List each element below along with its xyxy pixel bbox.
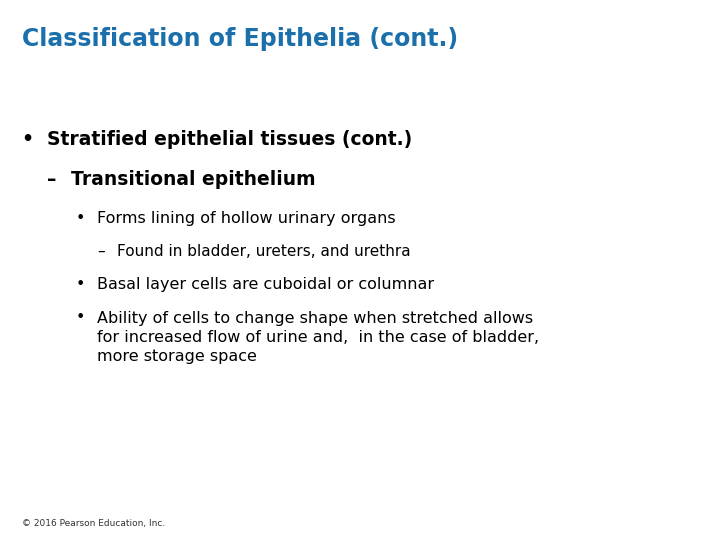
Text: Stratified epithelial tissues (cont.): Stratified epithelial tissues (cont.): [47, 130, 412, 148]
Text: –: –: [47, 170, 56, 189]
Text: Found in bladder, ureters, and urethra: Found in bladder, ureters, and urethra: [117, 244, 410, 259]
Text: •: •: [22, 130, 34, 148]
Text: Transitional epithelium: Transitional epithelium: [71, 170, 315, 189]
Text: •: •: [76, 310, 85, 326]
Text: Forms lining of hollow urinary organs: Forms lining of hollow urinary organs: [97, 211, 396, 226]
Text: –: –: [97, 244, 105, 259]
Text: © 2016 Pearson Education, Inc.: © 2016 Pearson Education, Inc.: [22, 519, 165, 528]
Text: •: •: [76, 211, 85, 226]
Text: Basal layer cells are cuboidal or columnar: Basal layer cells are cuboidal or column…: [97, 277, 434, 292]
Text: •: •: [76, 277, 85, 292]
Text: Classification of Epithelia (cont.): Classification of Epithelia (cont.): [22, 27, 458, 51]
Text: Ability of cells to change shape when stretched allows
for increased flow of uri: Ability of cells to change shape when st…: [97, 310, 539, 364]
